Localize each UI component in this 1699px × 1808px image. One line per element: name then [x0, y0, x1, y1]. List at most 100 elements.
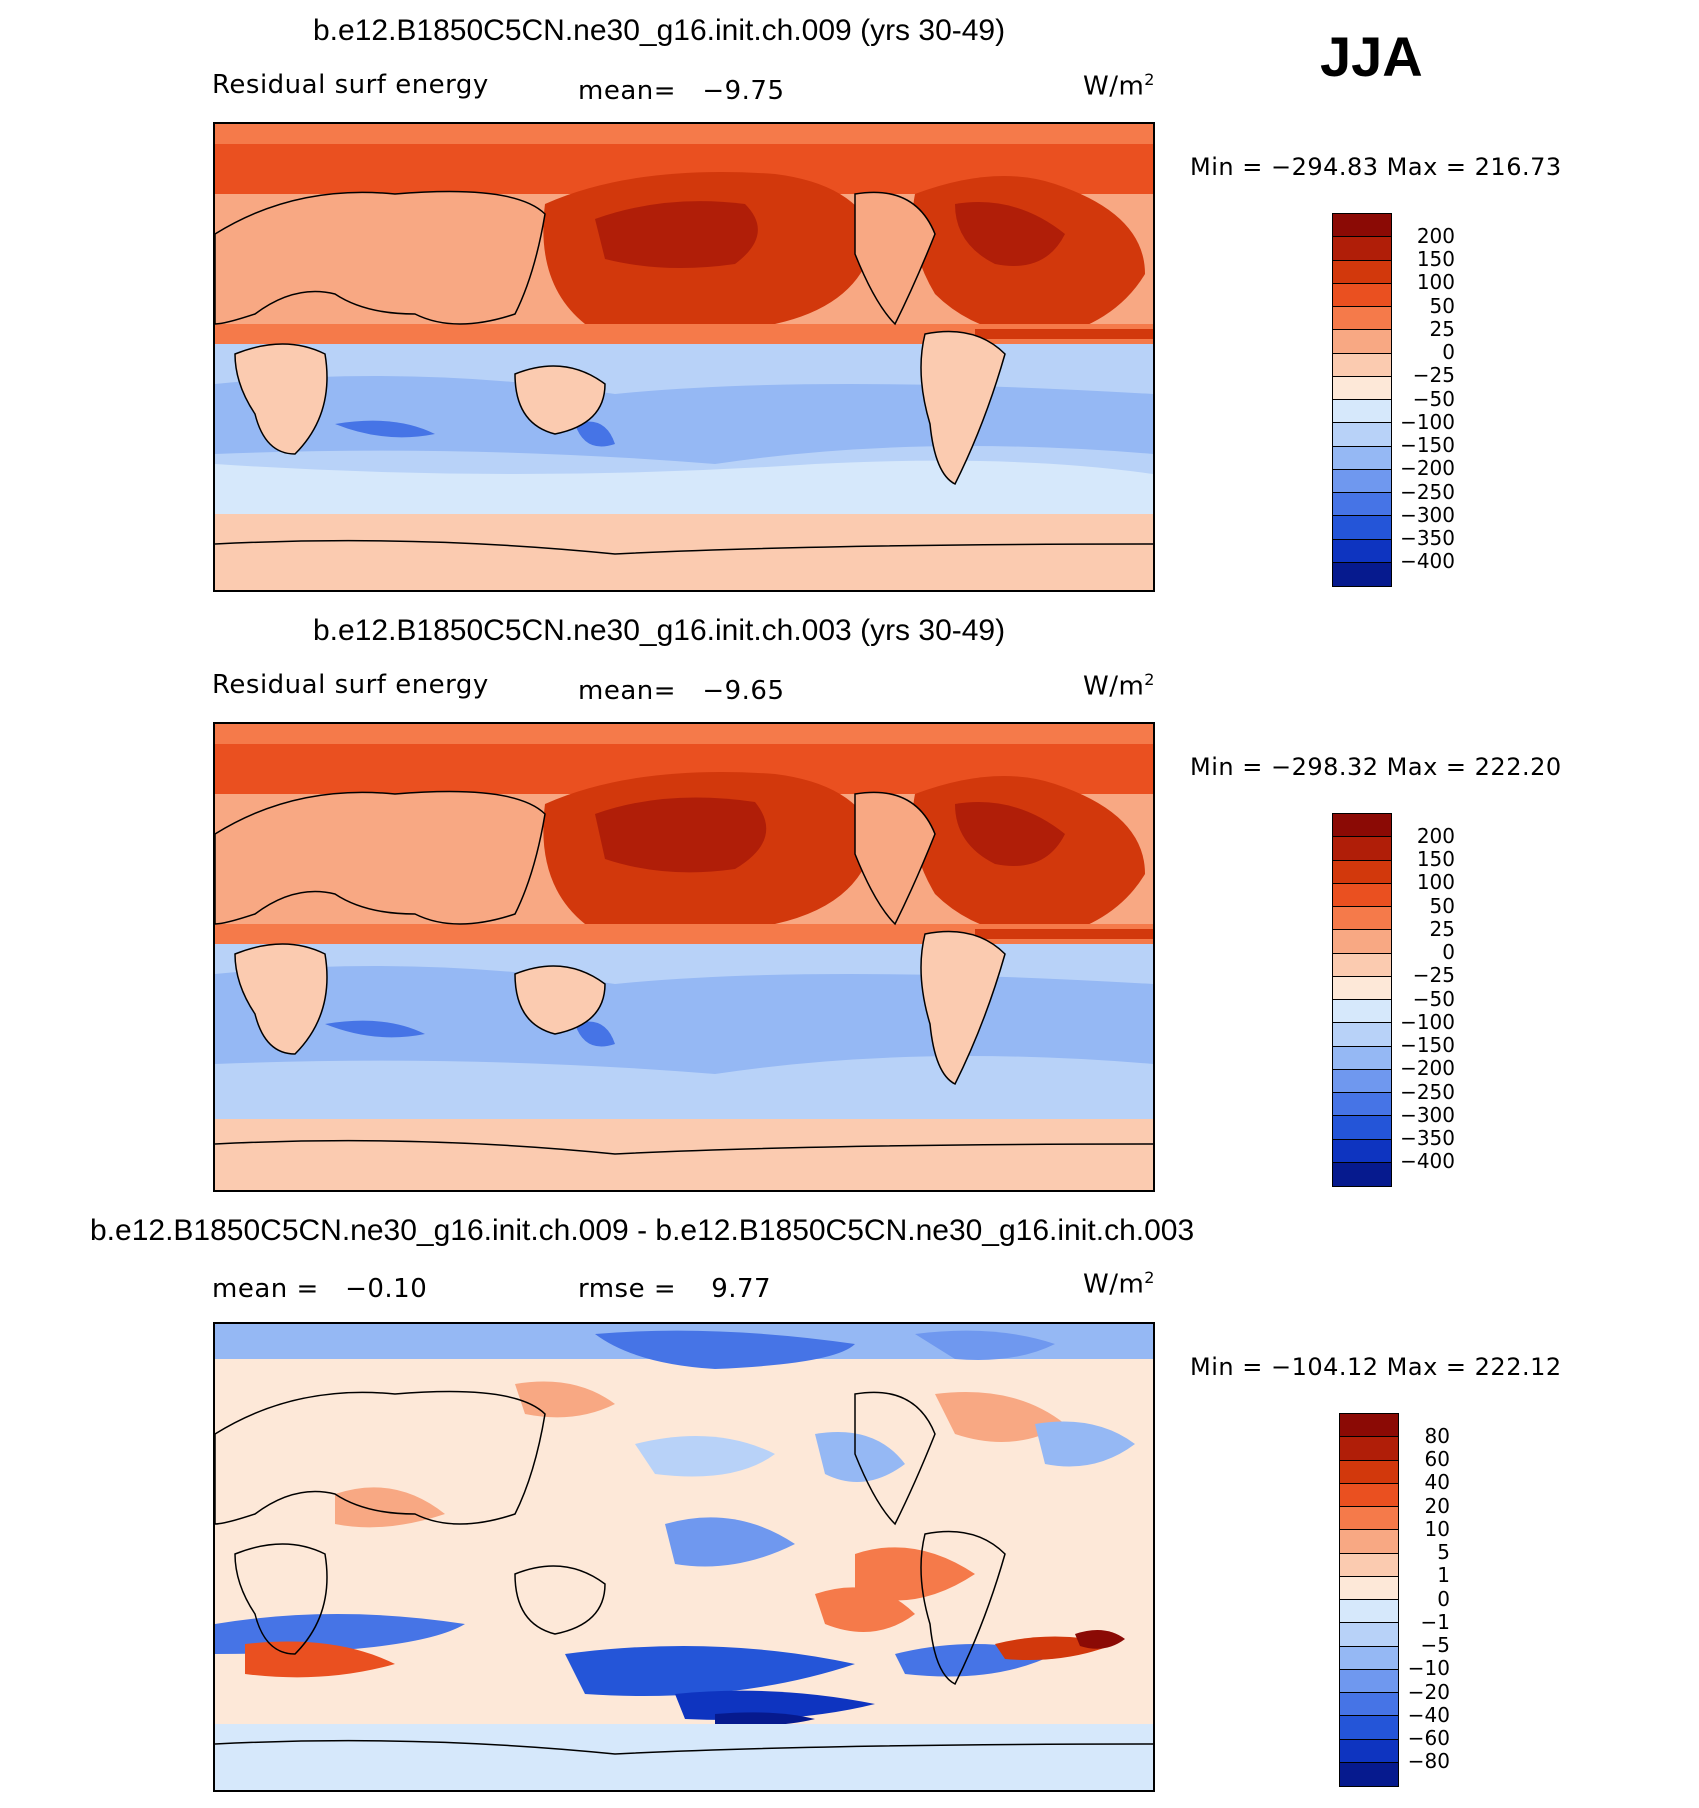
panel3-colorbar-label: −80	[1407, 1749, 1450, 1773]
panel3-colorbar-cell	[1340, 1507, 1398, 1531]
panel3-colorbar-label: 40	[1424, 1470, 1450, 1494]
panel2-colorbar-cell	[1333, 1069, 1391, 1093]
panel2-units: W/m2	[1083, 670, 1155, 702]
panel2-units-base: W/m	[1083, 671, 1145, 702]
panel2-colorbar-cell	[1333, 930, 1391, 954]
panel1-colorbar-label: 100	[1416, 270, 1455, 294]
panel3-colorbar-label: 0	[1437, 1587, 1450, 1611]
panel3-colorbar-cell	[1340, 1530, 1398, 1554]
panel1-colorbar-cell	[1333, 516, 1391, 540]
panel3-colorbar-label: −5	[1420, 1633, 1450, 1657]
panel1-colorbar-label: −50	[1412, 387, 1455, 411]
panel2-variable-label: Residual surf energy	[212, 670, 489, 700]
panel1-colorbar-label: −350	[1400, 526, 1455, 550]
panel2-colorbar-cell	[1333, 883, 1391, 907]
panel1-colorbar-label: −250	[1400, 480, 1455, 504]
panel1-title: b.e12.B1850C5CN.ne30_g16.init.ch.009 (yr…	[313, 14, 1006, 47]
panel2-colorbar-cell	[1333, 907, 1391, 931]
panel2-mean-label: mean= −9.65	[578, 676, 785, 706]
panel3-title: b.e12.B1850C5CN.ne30_g16.init.ch.009 - b…	[90, 1214, 1195, 1247]
panel3-colorbar-label: 5	[1437, 1540, 1450, 1564]
panel3-colorbar-cell	[1340, 1483, 1398, 1507]
panel3-colorbar-label: −20	[1407, 1680, 1450, 1704]
panel2-map	[213, 722, 1155, 1192]
panel1-colorbar-label: 150	[1416, 247, 1455, 271]
panel1-colorbar-cell	[1333, 469, 1391, 493]
panel2-colorbar-cell	[1333, 1093, 1391, 1117]
panel1-colorbar-cell	[1333, 307, 1391, 331]
panel1-colorbar-cell	[1333, 260, 1391, 284]
panel3-minmax: Min = −104.12 Max = 222.12	[1190, 1353, 1562, 1381]
panel2-colorbar	[1332, 813, 1392, 1187]
panel3-colorbar-cell	[1340, 1623, 1398, 1647]
panel1-colorbar-cell	[1333, 214, 1391, 238]
panel2-colorbar-cell	[1333, 1000, 1391, 1024]
panel2-colorbar-label: −25	[1412, 963, 1455, 987]
panel3-colorbar-cell	[1340, 1693, 1398, 1717]
panel3-colorbar-cell	[1340, 1669, 1398, 1693]
panel2-colorbar-label: 50	[1429, 894, 1455, 918]
panel2-colorbar-cell	[1333, 814, 1391, 838]
panel1-colorbar-cell	[1333, 562, 1391, 586]
panel1-colorbar	[1332, 213, 1392, 587]
panel3-colorbar-labels: 80 60 40 20 10 5 1 0 −1 −5 −10 −20 −40 −…	[1400, 1413, 1450, 1785]
panel2-colorbar-label: −50	[1412, 987, 1455, 1011]
panel2-colorbar-cell	[1333, 837, 1391, 861]
panel1-colorbar-label: −100	[1400, 410, 1455, 434]
panel3-colorbar-label: 10	[1424, 1517, 1450, 1541]
panel3-colorbar-label: −60	[1407, 1726, 1450, 1750]
panel1-colorbar-cell	[1333, 353, 1391, 377]
panel1-colorbar-cell	[1333, 493, 1391, 517]
panel1-variable-label: Residual surf energy	[212, 70, 489, 100]
panel1-colorbar-cell	[1333, 283, 1391, 307]
panel2-colorbar-cell	[1333, 860, 1391, 884]
panel1-colorbar-label: 25	[1429, 317, 1455, 341]
panel3-colorbar-cell	[1340, 1762, 1398, 1786]
panel1-mean-label: mean= −9.75	[578, 76, 785, 106]
panel1-map-svg	[215, 124, 1153, 590]
panel3-units-exp: 2	[1144, 1268, 1155, 1287]
panel2-colorbar-label: −200	[1400, 1056, 1455, 1080]
panel2-colorbar-cell	[1333, 1116, 1391, 1140]
panel3-colorbar-cell	[1340, 1460, 1398, 1484]
panel3-colorbar-label: 1	[1437, 1563, 1450, 1587]
panel1-colorbar-cell	[1333, 330, 1391, 354]
panel3-units-base: W/m	[1083, 1269, 1145, 1300]
panel2-colorbar-label: −300	[1400, 1103, 1455, 1127]
panel2-map-svg	[215, 724, 1153, 1190]
panel1-minmax: Min = −294.83 Max = 216.73	[1190, 153, 1562, 181]
panel2-colorbar-label: 100	[1416, 870, 1455, 894]
panel1-colorbar-cell	[1333, 237, 1391, 261]
panel3-colorbar-label: −10	[1407, 1656, 1450, 1680]
panel3-colorbar-cell	[1340, 1553, 1398, 1577]
panel3-colorbar-cell	[1340, 1414, 1398, 1438]
panel2-colorbar-cell	[1333, 1162, 1391, 1186]
panel3-mean-label: mean = −0.10	[212, 1274, 428, 1304]
panel1-colorbar-cell	[1333, 446, 1391, 470]
panel3-rmse-label: rmse = 9.77	[578, 1274, 772, 1304]
panel1-colorbar-label: 0	[1442, 340, 1455, 364]
panel3-colorbar-cell	[1340, 1716, 1398, 1740]
panel1-colorbar-label: −400	[1400, 549, 1455, 573]
panel3-colorbar-label: −1	[1420, 1610, 1450, 1634]
panel2-colorbar-label: 0	[1442, 940, 1455, 964]
panel2-colorbar-cell	[1333, 1023, 1391, 1047]
panel1-colorbar-cell	[1333, 423, 1391, 447]
panel1-colorbar-label: −150	[1400, 433, 1455, 457]
panel2-title: b.e12.B1850C5CN.ne30_g16.init.ch.003 (yr…	[313, 614, 1006, 647]
panel2-colorbar-label: −100	[1400, 1010, 1455, 1034]
panel2-units-exp: 2	[1144, 670, 1155, 689]
panel3-colorbar-cell	[1340, 1437, 1398, 1461]
panel1-colorbar-cell	[1333, 400, 1391, 424]
panel3-colorbar-cell	[1340, 1739, 1398, 1763]
panel2-colorbar-label: −350	[1400, 1126, 1455, 1150]
panel3-colorbar-cell	[1340, 1600, 1398, 1624]
panel3-colorbar	[1339, 1413, 1399, 1787]
panel3-units: W/m2	[1083, 1268, 1155, 1300]
panel2-colorbar-cell	[1333, 1046, 1391, 1070]
panel2-colorbar-cell	[1333, 953, 1391, 977]
panel2-colorbar-label: −150	[1400, 1033, 1455, 1057]
panel2-colorbar-label: 25	[1429, 917, 1455, 941]
panel1-units-base: W/m	[1083, 71, 1145, 102]
panel2-colorbar-label: −400	[1400, 1149, 1455, 1173]
